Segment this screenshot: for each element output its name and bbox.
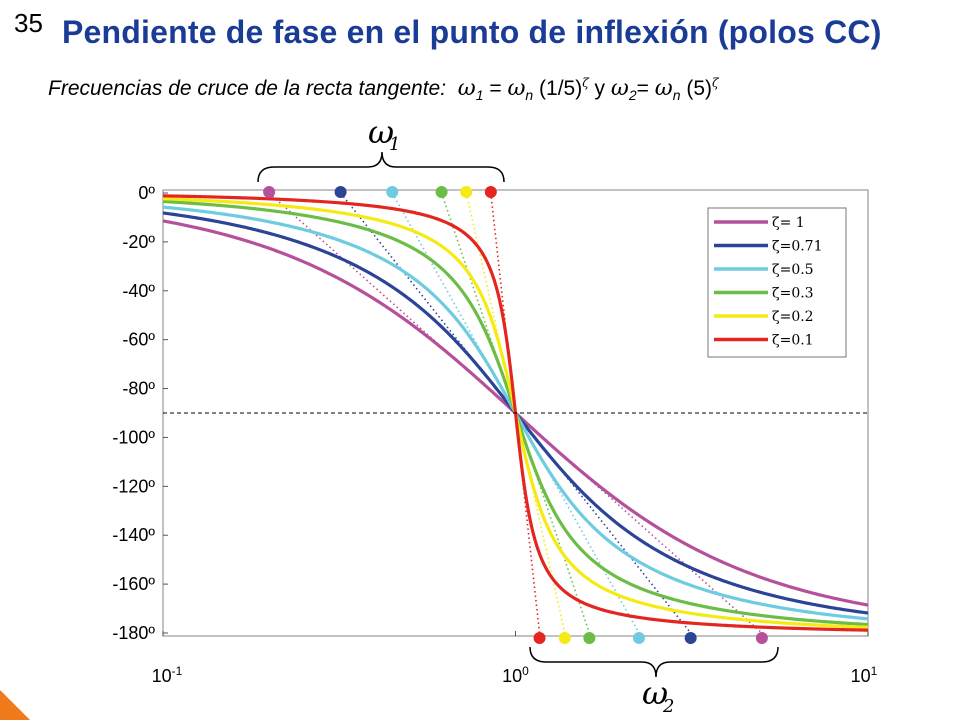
y-tick-label: 0º bbox=[138, 183, 155, 203]
legend-label: ζ=0.71 bbox=[772, 239, 823, 255]
y-tick-label: -100º bbox=[112, 427, 155, 447]
omega1-dot bbox=[460, 186, 473, 198]
omega-symbol: ω bbox=[610, 76, 629, 101]
y-tick-label: -80º bbox=[122, 379, 155, 399]
y-tick-label: -40º bbox=[122, 281, 155, 301]
omega2-subscript: 2 bbox=[628, 87, 637, 104]
subtitle-label: Frecuencias de cruce de la recta tangent… bbox=[48, 77, 447, 100]
omega1-subscript: 1 bbox=[475, 87, 484, 104]
x-tick-label: 101 bbox=[851, 664, 878, 686]
omega1-dot bbox=[263, 186, 276, 198]
omega-symbol: ω bbox=[457, 76, 476, 101]
brace-bottom-omega: ω bbox=[642, 674, 668, 712]
omega2-dot bbox=[533, 632, 546, 644]
tangent-line bbox=[339, 192, 692, 634]
legend-label: ζ=0.2 bbox=[772, 309, 814, 325]
omega2-dot bbox=[755, 632, 768, 644]
factor-1: (1/5) bbox=[533, 77, 583, 100]
omega1-dot bbox=[386, 186, 399, 198]
y-tick-label: -160º bbox=[112, 574, 155, 594]
omega2-dot bbox=[632, 632, 645, 644]
subtitle: Frecuencias de cruce de la recta tangent… bbox=[48, 76, 719, 103]
omega1-dot bbox=[484, 186, 497, 198]
brace-bottom bbox=[529, 646, 779, 678]
brace-top-omega: ω bbox=[368, 113, 394, 151]
omega-symbol: ω bbox=[507, 76, 526, 101]
x-tick-label: 100 bbox=[502, 664, 529, 686]
zeta-exponent: ζ bbox=[712, 76, 719, 90]
omega1-dot bbox=[334, 186, 347, 198]
factor-2: (5) bbox=[680, 77, 712, 100]
slide-number: 35 bbox=[14, 8, 43, 38]
omegan-subscript: n bbox=[525, 87, 534, 104]
omega2-dot bbox=[558, 632, 571, 644]
y-tick-label: -20º bbox=[122, 232, 155, 252]
conjunction: y bbox=[588, 77, 611, 100]
omega2-dot bbox=[583, 632, 596, 644]
equals-2: = bbox=[636, 77, 655, 100]
legend-label: ζ=0.3 bbox=[772, 286, 814, 302]
y-tick-label: -140º bbox=[112, 525, 155, 545]
brace-top bbox=[257, 151, 505, 183]
y-tick-label: -120º bbox=[112, 476, 155, 496]
legend-label: ζ=0.1 bbox=[772, 333, 814, 349]
equals-1: = bbox=[483, 77, 508, 100]
y-tick-label: -60º bbox=[122, 330, 155, 350]
legend-label: ζ= 1 bbox=[772, 215, 805, 231]
tangent-line bbox=[440, 192, 591, 634]
omega1-dot bbox=[435, 186, 448, 198]
omega2-dot bbox=[684, 632, 697, 644]
legend-label: ζ=0.5 bbox=[772, 262, 814, 278]
legend-box bbox=[707, 207, 847, 358]
brace-top-subscript: 1 bbox=[389, 134, 400, 155]
x-tick-label: 10-1 bbox=[152, 664, 183, 686]
omegan-subscript: n bbox=[672, 87, 681, 104]
omega-symbol: ω bbox=[654, 76, 673, 101]
y-tick-label: -180º bbox=[112, 623, 155, 643]
slide-title: Pendiente de fase en el punto de inflexi… bbox=[62, 14, 882, 50]
zeta-exponent: ζ bbox=[582, 76, 589, 90]
corner-decoration bbox=[0, 690, 30, 720]
brace-bottom-subscript: 2 bbox=[662, 696, 674, 717]
